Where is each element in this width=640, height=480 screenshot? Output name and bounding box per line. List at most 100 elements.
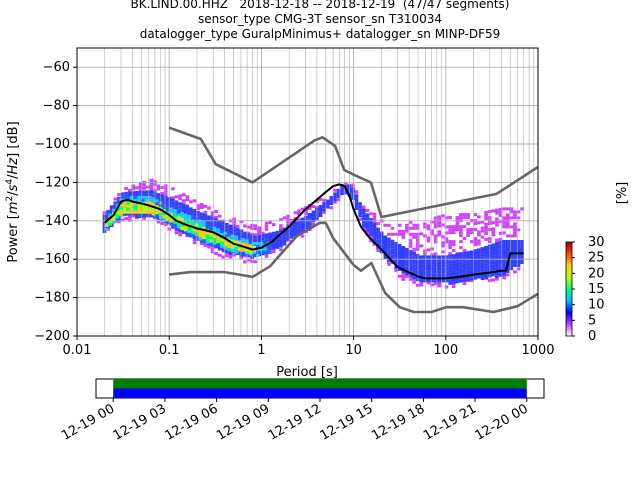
heatmap-cell bbox=[279, 238, 283, 242]
heatmap-cell bbox=[192, 238, 197, 242]
heatmap-cell bbox=[405, 263, 409, 267]
heatmap-cell bbox=[505, 240, 510, 243]
heatmap-cell bbox=[217, 222, 222, 226]
heatmap-cell bbox=[160, 194, 164, 198]
heatmap-cell bbox=[354, 207, 359, 210]
heatmap-cell bbox=[480, 229, 485, 233]
heatmap-cell bbox=[459, 270, 463, 274]
heatmap-cell bbox=[387, 252, 391, 256]
heatmap-cell bbox=[379, 244, 384, 248]
heatmap-cell bbox=[340, 186, 344, 190]
heatmap-cell bbox=[210, 250, 215, 254]
heatmap-cell bbox=[466, 269, 470, 273]
x-tick-label: 10 bbox=[345, 343, 362, 358]
heatmap-cell bbox=[401, 246, 406, 249]
heatmap-cell bbox=[390, 245, 395, 249]
heatmap-cell bbox=[160, 191, 164, 195]
heatmap-cell bbox=[354, 195, 359, 198]
heatmap-cell bbox=[441, 214, 445, 218]
heatmap-cell bbox=[264, 233, 269, 237]
heatmap-cell bbox=[477, 254, 481, 258]
heatmap-cell bbox=[196, 213, 200, 217]
heatmap-cell bbox=[444, 231, 449, 235]
heatmap-cell bbox=[261, 231, 265, 235]
heatmap-cell bbox=[144, 201, 148, 205]
heatmap-cell bbox=[216, 237, 220, 240]
heatmap-cell bbox=[437, 261, 442, 265]
heatmap-cell bbox=[477, 260, 481, 264]
heatmap-cell bbox=[502, 261, 506, 264]
heatmap-cell bbox=[441, 270, 445, 274]
heatmap-cell bbox=[498, 249, 503, 253]
heatmap-cell bbox=[117, 217, 121, 221]
heatmap-cell bbox=[379, 235, 384, 239]
heatmap-cell bbox=[297, 209, 301, 213]
heatmap-cell bbox=[383, 223, 388, 227]
heatmap-cell bbox=[394, 256, 398, 260]
heatmap-cell bbox=[513, 270, 517, 274]
heatmap-cell bbox=[210, 214, 215, 218]
heatmap-cell bbox=[169, 222, 174, 226]
heatmap-cell bbox=[241, 248, 246, 252]
heatmap-cell bbox=[137, 198, 141, 202]
heatmap-cell bbox=[230, 249, 235, 253]
heatmap-cell bbox=[199, 206, 204, 209]
heatmap-cell bbox=[516, 267, 521, 271]
heatmap-cell bbox=[459, 258, 463, 262]
heatmap-cell bbox=[469, 265, 474, 269]
heatmap-cell bbox=[372, 242, 377, 246]
heatmap-cell bbox=[505, 273, 510, 277]
heatmap-cell bbox=[340, 192, 344, 196]
heatmap-cell bbox=[397, 223, 402, 227]
heatmap-cell bbox=[239, 232, 244, 236]
heatmap-cell bbox=[178, 197, 182, 201]
heatmap-cell bbox=[426, 270, 431, 274]
heatmap-cell bbox=[162, 218, 166, 222]
heatmap-cell bbox=[516, 210, 521, 214]
heatmap-cell bbox=[202, 233, 206, 237]
heatmap-cell bbox=[210, 219, 215, 223]
heatmap-cell bbox=[137, 204, 141, 208]
heatmap-cell bbox=[137, 210, 141, 214]
x-axis-label: Period [s] bbox=[276, 365, 338, 380]
heatmap-cell bbox=[196, 210, 200, 214]
heatmap-cell bbox=[469, 228, 474, 232]
heatmap-cell bbox=[275, 239, 280, 243]
heatmap-cell bbox=[191, 231, 195, 235]
heatmap-cell bbox=[207, 215, 211, 219]
heatmap-cell bbox=[455, 262, 460, 266]
heatmap-cell bbox=[516, 228, 521, 232]
timeline-tick-label: 12-19 03 bbox=[111, 401, 169, 443]
heatmap-cell bbox=[223, 246, 228, 250]
heatmap-cell bbox=[387, 262, 391, 266]
heatmap-cell bbox=[498, 267, 503, 271]
heatmap-cell bbox=[252, 253, 256, 257]
heatmap-cell bbox=[227, 233, 231, 237]
heatmap-cell bbox=[181, 202, 186, 206]
heatmap-cell bbox=[351, 193, 355, 197]
heatmap-cell bbox=[228, 230, 233, 234]
heatmap-cell bbox=[351, 187, 355, 191]
heatmap-cell bbox=[138, 193, 143, 197]
heatmap-cell bbox=[256, 253, 260, 257]
heatmap-cell bbox=[462, 272, 467, 276]
heatmap-cell bbox=[163, 223, 168, 227]
heatmap-cell bbox=[256, 241, 260, 245]
heatmap-cell bbox=[390, 232, 395, 236]
heatmap-cell bbox=[419, 273, 424, 277]
heatmap-cell bbox=[513, 243, 517, 246]
heatmap-cell bbox=[408, 262, 413, 266]
heatmap-cell bbox=[505, 252, 510, 255]
heatmap-cell bbox=[498, 255, 503, 259]
heatmap-cell bbox=[178, 208, 182, 212]
heatmap-cell bbox=[351, 190, 355, 194]
heatmap-cell bbox=[415, 257, 420, 261]
heatmap-cell bbox=[130, 207, 134, 211]
heatmap-cell bbox=[220, 238, 224, 242]
heatmap-cell bbox=[181, 230, 186, 234]
heatmap-cell bbox=[473, 261, 478, 265]
heatmap-cell bbox=[444, 261, 449, 265]
heatmap-cell bbox=[495, 277, 499, 281]
heatmap-cell bbox=[191, 228, 195, 232]
heatmap-cell bbox=[437, 215, 442, 219]
